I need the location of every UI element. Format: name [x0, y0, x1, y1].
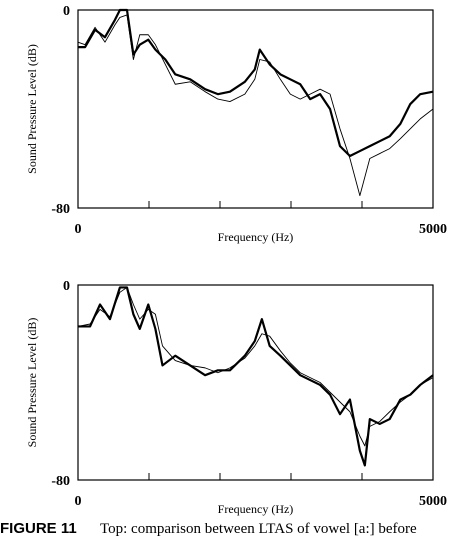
y-tick-label: -80: [51, 202, 70, 217]
y-tick-label: 0: [63, 279, 70, 294]
x-tick-label: 0: [75, 222, 82, 237]
x-tick-label: 5000: [419, 222, 447, 237]
caption-label: FIGURE 11: [0, 520, 77, 537]
series-line: [77, 286, 434, 447]
series-line: [77, 14, 434, 197]
plot-frame: [77, 284, 434, 481]
caption-text: Top: comparison between LTAS of vowel [a…: [100, 521, 417, 537]
y-tick-label: 0: [63, 4, 70, 19]
x-tick-label: 5000: [419, 494, 447, 509]
x-axis-label: Frequency (Hz): [218, 230, 294, 244]
y-axis-label: Sound Pressure Level (dB): [25, 44, 39, 174]
x-tick-label: 0: [75, 494, 82, 509]
y-axis-label: Sound Pressure Level (dB): [25, 318, 39, 448]
series-line: [78, 8, 434, 158]
y-tick-label: -80: [51, 474, 70, 489]
series-line: [78, 286, 434, 467]
x-axis-label: Frequency (Hz): [218, 502, 294, 516]
